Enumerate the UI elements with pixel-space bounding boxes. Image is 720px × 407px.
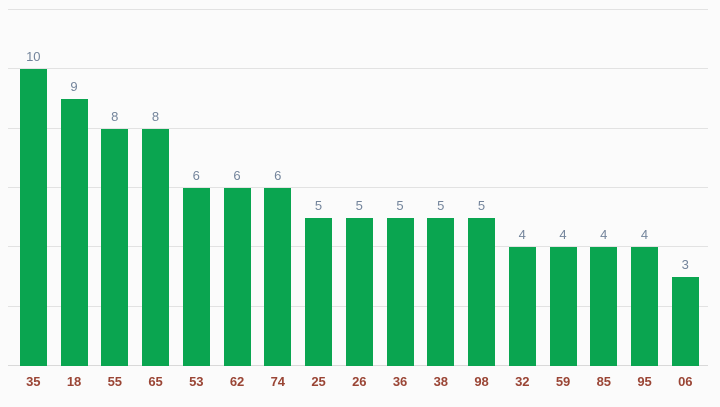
bar-value-label: 5 [437, 197, 445, 213]
bar[interactable] [264, 188, 292, 366]
x-axis-label: 62 [229, 374, 245, 389]
bar-value-label: 4 [640, 227, 649, 243]
bar-value-label: 5 [477, 197, 486, 213]
bar-value-label: 5 [396, 197, 404, 213]
bar-value-label: 6 [233, 168, 241, 183]
bar[interactable] [19, 69, 47, 366]
bar-value-label: 5 [355, 197, 363, 213]
x-axis-label: 74 [270, 374, 286, 389]
bar[interactable] [182, 188, 210, 366]
x-axis-label: 26 [352, 374, 367, 389]
bar-value-label: 9 [70, 79, 78, 94]
bar-value-label: 8 [151, 108, 160, 124]
bar-value-label: 6 [274, 168, 282, 183]
x-axis-label: 38 [433, 374, 449, 389]
bar[interactable] [427, 217, 455, 366]
bar[interactable] [223, 188, 251, 366]
gridline [8, 68, 708, 70]
bar[interactable] [305, 217, 333, 366]
bar[interactable] [468, 217, 496, 366]
gridline [8, 9, 708, 10]
x-axis-label: 98 [474, 374, 489, 389]
x-axis-label: 25 [311, 374, 326, 389]
bar[interactable] [345, 217, 373, 366]
bar[interactable] [549, 247, 577, 366]
bar-value-label: 10 [26, 49, 41, 65]
bar-value-label: 4 [600, 227, 608, 243]
bar[interactable] [631, 247, 659, 366]
x-axis-label: 65 [148, 374, 163, 389]
gridline [8, 127, 708, 129]
bar-value-label: 4 [559, 227, 567, 243]
x-axis-label: 35 [26, 374, 41, 389]
bar-value-label: 5 [314, 197, 323, 213]
bar[interactable] [508, 247, 536, 366]
bar[interactable] [386, 217, 414, 366]
bar[interactable] [142, 128, 170, 366]
x-axis-label: 06 [678, 374, 693, 389]
x-axis-label: 85 [596, 374, 612, 389]
bar-value-label: 8 [111, 108, 119, 124]
x-axis-label: 53 [189, 374, 204, 389]
x-axis-label: 55 [107, 374, 123, 389]
bar[interactable] [671, 277, 699, 366]
plot-area: 10 9 8 8 6 6 6 5 5 5 5 5 4 4 4 4 3 [8, 9, 708, 366]
bar[interactable] [101, 128, 129, 366]
x-axis-label: 59 [555, 374, 571, 389]
bar-value-label: 4 [518, 227, 526, 243]
x-axis-label: 36 [392, 374, 408, 389]
bar-value-label: 6 [192, 168, 200, 183]
bar[interactable] [590, 247, 618, 366]
x-axis-label: 32 [515, 374, 530, 389]
gridline [8, 187, 708, 188]
x-axis-label: 18 [66, 374, 82, 389]
bar[interactable] [60, 99, 88, 366]
bar-value-label: 3 [681, 257, 689, 272]
x-axis-label: 95 [637, 374, 652, 389]
